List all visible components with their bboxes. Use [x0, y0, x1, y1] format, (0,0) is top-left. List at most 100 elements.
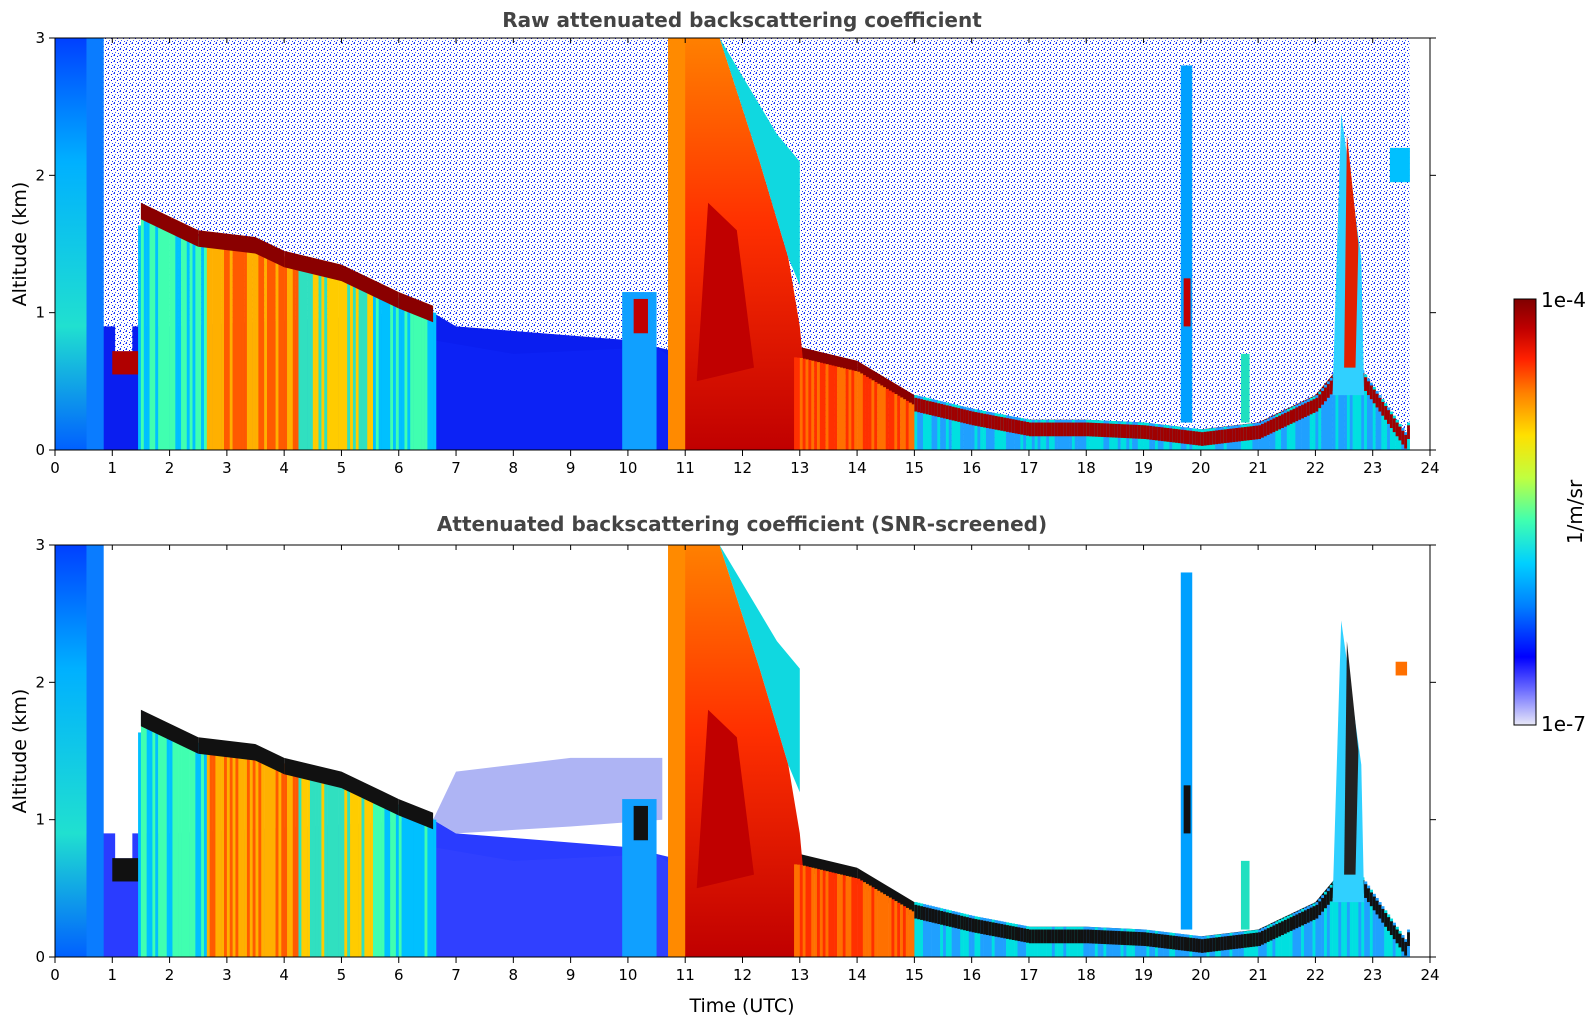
cloud-column	[424, 816, 428, 957]
low-layer-top	[931, 908, 935, 923]
cloud-column	[224, 747, 228, 957]
y-tick-label: 2	[35, 166, 45, 184]
low-layer-top	[937, 403, 941, 418]
x-tick-label: 14	[848, 966, 867, 984]
low-layer-top	[1226, 429, 1230, 443]
low-layer-column	[954, 404, 958, 450]
cloud-column	[206, 745, 210, 957]
low-layer-column	[991, 412, 995, 450]
low-layer-column	[1298, 403, 1302, 450]
stratocumulus-column	[857, 878, 861, 957]
x-tick-label: 6	[394, 459, 404, 477]
low-layer-top	[1169, 935, 1173, 950]
x-tick-label: 20	[1191, 459, 1210, 477]
stratocumulus-column	[822, 870, 826, 957]
low-layer-top	[1195, 938, 1199, 953]
low-layer-top	[1309, 400, 1313, 415]
stratocumulus-column	[808, 867, 812, 957]
low-layer-top	[1278, 922, 1282, 937]
low-layer-column	[1392, 922, 1396, 957]
low-layer-column	[985, 411, 990, 450]
low-layer-top	[1278, 415, 1282, 430]
cloud-column	[209, 745, 213, 957]
stratocumulus-column	[845, 368, 849, 450]
low-layer-top	[1266, 928, 1270, 942]
cloud-column	[255, 244, 259, 450]
x-tick-label: 3	[222, 966, 232, 984]
x-tick-label: 5	[337, 966, 347, 984]
stratocumulus-column	[885, 895, 889, 957]
cloud-column	[198, 237, 202, 450]
low-layer-top	[1258, 425, 1262, 440]
low-layer-top	[1023, 421, 1027, 436]
low-layer-column	[1295, 404, 1299, 450]
cloud-column	[352, 276, 357, 450]
low-layer-top	[1060, 929, 1064, 944]
cloud-column	[295, 260, 299, 450]
cloud-column	[427, 310, 431, 450]
cloud-column	[421, 308, 425, 450]
y-tick-label: 2	[35, 673, 45, 691]
low-layer-column	[1006, 922, 1010, 957]
cloud-column	[335, 270, 339, 450]
low-layer-top	[1301, 404, 1305, 419]
low-layer-column	[1326, 381, 1331, 450]
stratocumulus-column	[811, 867, 815, 957]
low-layer-top	[1011, 926, 1015, 940]
cloud-column	[433, 819, 437, 957]
top-x-ticks: 0 1 2 3 4 5 6 7 8 9 10 11 12 13 14 15 16 17 18 19 20 21 22 23 24	[50, 38, 1440, 477]
cloud-column	[158, 724, 162, 957]
stratocumulus-column	[808, 360, 812, 450]
cloud-column	[292, 766, 296, 957]
cloud-column	[378, 289, 382, 450]
low-layer-top	[1066, 422, 1070, 437]
low-layer-column	[948, 403, 952, 450]
cloud-column	[344, 779, 348, 957]
low-layer-column	[1318, 391, 1322, 450]
low-layer-top	[1220, 936, 1225, 951]
low-layer-top	[1255, 425, 1259, 440]
low-layer-column	[1332, 374, 1336, 450]
x-tick-label: 8	[509, 459, 519, 477]
y-tick-label: 3	[35, 29, 45, 47]
low-layer-top	[928, 401, 932, 415]
cloud-column	[278, 254, 282, 450]
cloud-column	[195, 742, 199, 957]
low-layer-column	[1301, 401, 1305, 450]
low-layer-column	[1338, 367, 1342, 450]
cloud-column	[266, 249, 271, 450]
low-layer-top	[1189, 430, 1193, 445]
low-layer-column	[994, 920, 998, 957]
low-layer-column	[1387, 407, 1391, 450]
plume-19-7	[1180, 65, 1193, 423]
cloud-column	[269, 250, 273, 450]
cloud-column	[387, 800, 391, 957]
low-layer-top	[1215, 937, 1219, 952]
low-layer-top	[1094, 929, 1098, 944]
low-layer-top	[1209, 938, 1213, 952]
cloud-column	[307, 263, 311, 450]
low-layer-top	[1303, 403, 1308, 418]
cloud-column	[255, 751, 259, 957]
low-layer-column	[957, 912, 961, 957]
low-layer-top	[983, 413, 987, 428]
low-layer-column	[1292, 406, 1296, 450]
stratocumulus-column	[854, 371, 858, 450]
clear-gap	[115, 38, 133, 352]
low-layer-column	[951, 403, 955, 450]
stratocumulus-column	[857, 371, 861, 450]
stratocumulus-column	[882, 387, 887, 450]
low-layer-top	[1283, 412, 1288, 427]
stratocumulus-column	[811, 360, 815, 450]
low-layer-top	[1051, 929, 1056, 944]
low-layer-top	[1023, 928, 1027, 943]
low-layer-top	[1392, 925, 1396, 940]
cloud-column	[181, 735, 185, 957]
low-layer-top	[1269, 419, 1273, 434]
low-layer-top	[1083, 929, 1087, 944]
cloud-column	[398, 805, 402, 957]
cloud-column	[186, 231, 190, 450]
stratocumulus-column	[911, 404, 915, 450]
low-layer-top	[1329, 380, 1333, 395]
low-layer-column	[1341, 871, 1345, 957]
